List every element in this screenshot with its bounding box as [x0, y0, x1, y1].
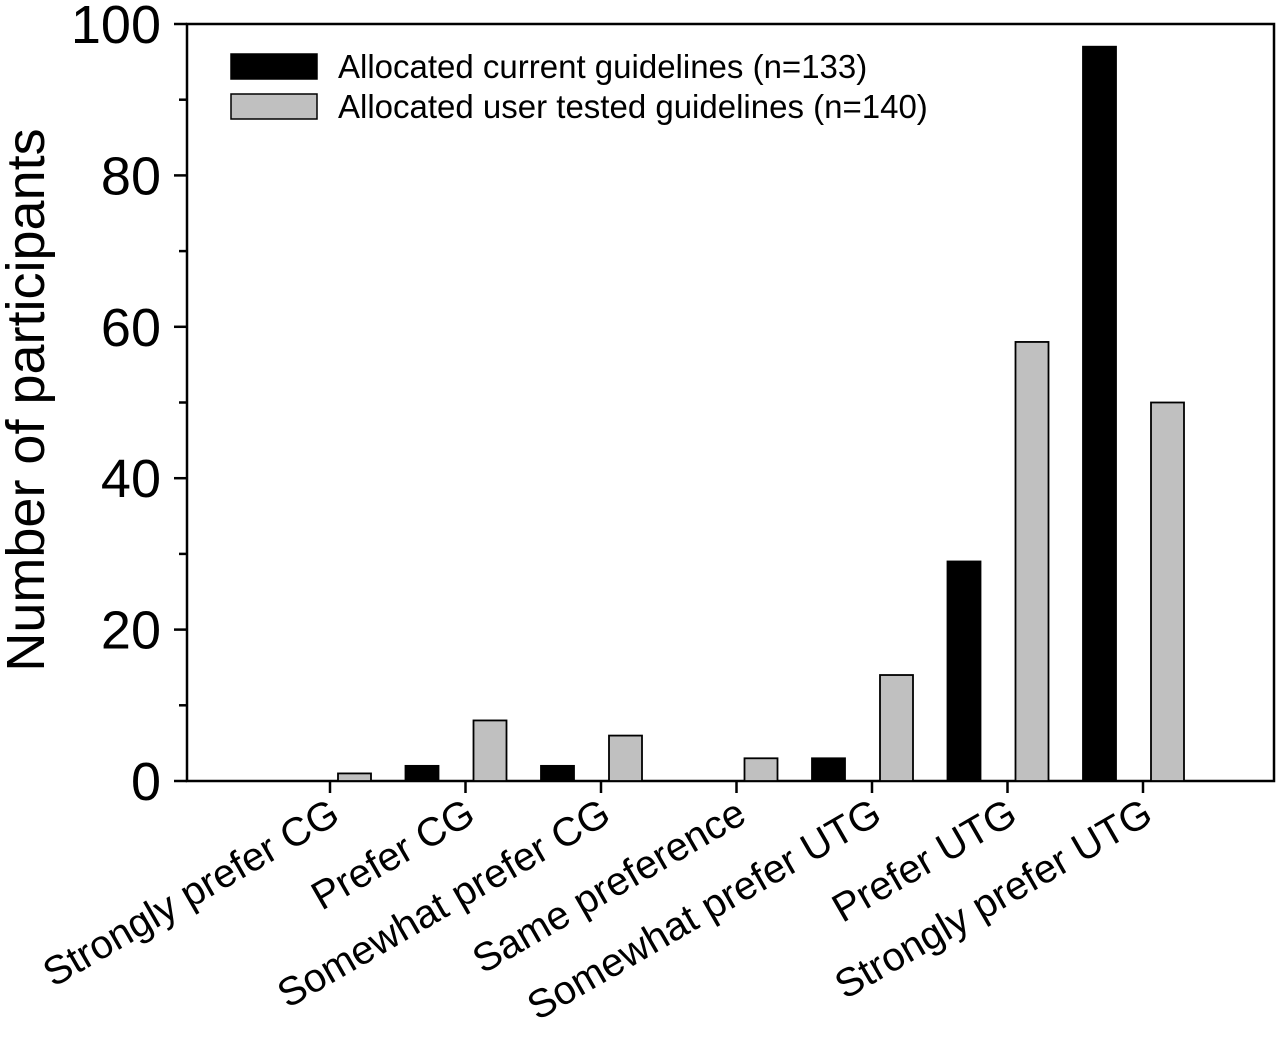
bar-current-5	[946, 560, 982, 782]
y-tick-label: 0	[131, 752, 161, 812]
legend-swatch	[230, 53, 318, 80]
legend: Allocated current guidelines (n=133)Allo…	[230, 48, 928, 125]
bar-current-6	[1082, 45, 1117, 782]
y-axis-label: Number of participants	[0, 128, 56, 671]
bar-user-tested-2	[608, 734, 643, 782]
legend-label: Allocated current guidelines (n=133)	[338, 48, 867, 85]
bar-current-4	[811, 757, 846, 782]
bar-user-tested-5	[1014, 341, 1050, 782]
bar-current-1	[404, 764, 440, 782]
y-tick-label: 20	[101, 601, 161, 661]
y-tick-label: 40	[101, 449, 161, 509]
y-axis: 0 20 40 60 80 100	[71, 0, 187, 812]
bar-user-tested-0	[337, 772, 372, 782]
y-tick-label: 60	[101, 298, 161, 358]
bar-user-tested-6	[1150, 401, 1185, 782]
legend-swatch	[230, 93, 318, 120]
bars	[337, 45, 1185, 782]
bar-user-tested-1	[472, 719, 508, 782]
y-tick-label: 100	[71, 0, 161, 55]
legend-label: Allocated user tested guidelines (n=140)	[338, 88, 928, 125]
bar-current-2	[540, 764, 575, 782]
bar-user-tested-4	[879, 674, 914, 782]
y-tick-label: 80	[101, 146, 161, 206]
bar-user-tested-3	[743, 757, 779, 782]
